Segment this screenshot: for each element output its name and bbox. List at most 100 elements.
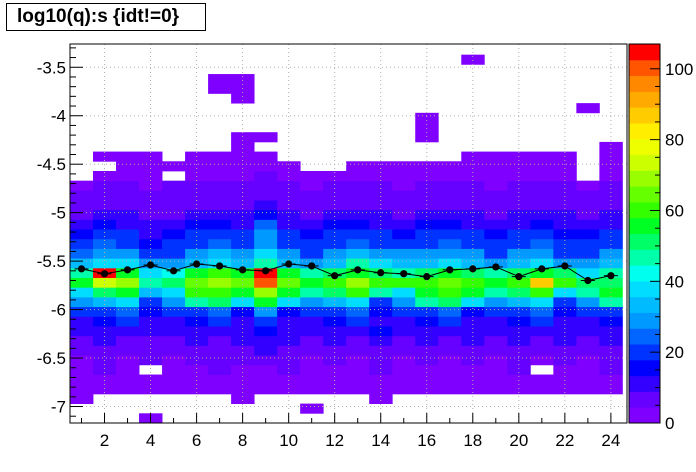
heatmap-cell — [369, 200, 393, 211]
heatmap-cell — [599, 296, 623, 308]
colorbar-frame — [628, 43, 661, 424]
heatmap-cell — [277, 374, 301, 385]
heatmap-cell — [484, 335, 508, 346]
heatmap-cell — [162, 326, 186, 337]
heatmap-cell — [438, 180, 462, 191]
heatmap-cell — [438, 229, 462, 240]
heatmap-cell — [484, 190, 508, 201]
heatmap-cell — [369, 229, 393, 240]
heatmap-cell — [576, 316, 600, 327]
heatmap-cell — [323, 296, 347, 308]
heatmap-cell — [415, 345, 439, 356]
heatmap-cell — [254, 374, 278, 385]
heatmap-cell — [300, 335, 324, 346]
heatmap-cell — [70, 287, 94, 298]
heatmap-cell — [392, 364, 416, 375]
heatmap-cell — [438, 345, 462, 356]
heatmap-cell — [277, 209, 301, 220]
heatmap-cell — [346, 170, 370, 182]
heatmap-cell — [530, 180, 554, 191]
heatmap-cell — [277, 384, 301, 395]
heatmap-cell — [93, 258, 117, 269]
x-tick-label: 20 — [509, 431, 528, 450]
heatmap-cell — [185, 248, 209, 259]
heatmap-cell — [208, 248, 232, 259]
heatmap-cell — [599, 364, 623, 375]
x-tick-label: 10 — [279, 431, 298, 450]
heatmap-cell — [277, 200, 301, 211]
profile-point — [423, 273, 431, 281]
heatmap-cell — [530, 267, 554, 279]
heatmap-cell — [116, 151, 140, 162]
heatmap-cell — [415, 190, 439, 201]
heatmap-cell — [484, 355, 508, 366]
heatmap-cell — [415, 326, 439, 337]
heatmap-cell — [599, 326, 623, 337]
heatmap-cell — [369, 209, 393, 220]
colorbar-swatch — [629, 344, 660, 361]
heatmap-cell — [599, 180, 623, 191]
heatmap-cell — [369, 296, 393, 308]
heatmap-cell — [553, 238, 577, 249]
heatmap-cell — [208, 161, 232, 172]
heatmap-cell — [599, 161, 623, 172]
x-tick-label: 8 — [238, 431, 247, 450]
heatmap-cell — [530, 229, 554, 240]
heatmap-cell — [346, 277, 370, 288]
x-tick-label: 2 — [100, 431, 109, 450]
heatmap-cell — [576, 103, 600, 114]
heatmap-cell — [553, 190, 577, 201]
heatmap-cell — [116, 306, 140, 317]
heatmap-cell — [208, 345, 232, 356]
heatmap-cell — [254, 364, 278, 375]
heatmap-cell — [530, 316, 554, 327]
colorbar-swatch — [629, 170, 660, 187]
heatmap-cell — [162, 248, 186, 259]
colorbar-swatch — [629, 59, 660, 77]
heatmap-cell — [484, 384, 508, 395]
heatmap-cell — [369, 393, 393, 405]
heatmap-cell — [507, 248, 531, 259]
heatmap-cell — [576, 190, 600, 201]
heatmap-cell — [323, 374, 347, 385]
heatmap-cell — [484, 267, 508, 279]
heatmap-cell — [415, 384, 439, 395]
heatmap-cell — [208, 74, 232, 85]
heatmap-cell — [162, 229, 186, 240]
heatmap-cell — [254, 287, 278, 298]
heatmap-cell — [507, 316, 531, 327]
heatmap-cell — [530, 219, 554, 230]
plot-frame — [69, 43, 628, 424]
heatmap-cell — [369, 238, 393, 249]
heatmap-cell — [300, 384, 324, 395]
heatmap-cell — [162, 238, 186, 249]
heatmap-cell — [162, 219, 186, 230]
heatmap-cell — [346, 384, 370, 395]
heatmap-cell — [507, 258, 531, 269]
heatmap-cell — [599, 258, 623, 269]
heatmap-cell — [139, 374, 163, 385]
heatmap-cell — [162, 306, 186, 317]
heatmap-cell — [70, 306, 94, 317]
heatmap-cell — [116, 316, 140, 327]
heatmap-cell — [231, 384, 255, 395]
x-axis: 2 4 6 8 10 12 14 16 18 20 22 24 — [81, 413, 620, 450]
profile-point — [377, 269, 385, 277]
heatmap-cell — [208, 200, 232, 211]
heatmap-cell — [438, 170, 462, 182]
profile-point — [262, 267, 270, 275]
heatmap-cell — [116, 161, 140, 172]
heatmap-cell — [576, 287, 600, 298]
heatmap-cell — [461, 258, 485, 269]
heatmap-cell — [461, 161, 485, 172]
heatmap-cell — [415, 364, 439, 375]
heatmap-cell — [576, 384, 600, 395]
heatmap-cell — [254, 258, 278, 269]
heatmap-cell — [70, 393, 94, 405]
colorbar-swatch — [629, 75, 660, 92]
heatmap-cell — [346, 345, 370, 356]
heatmap-cell — [507, 190, 531, 201]
heatmap-cell — [116, 326, 140, 337]
heatmap-cell — [254, 151, 278, 162]
heatmap-cell — [139, 238, 163, 249]
